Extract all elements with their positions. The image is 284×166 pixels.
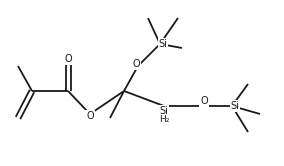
Text: Si: Si	[231, 101, 239, 111]
Text: O: O	[64, 54, 72, 64]
Text: Si: Si	[158, 39, 168, 49]
Text: Si: Si	[160, 106, 168, 116]
Text: O: O	[86, 111, 94, 121]
Text: O: O	[200, 96, 208, 106]
Text: H₂: H₂	[159, 115, 169, 124]
Text: O: O	[132, 59, 140, 69]
